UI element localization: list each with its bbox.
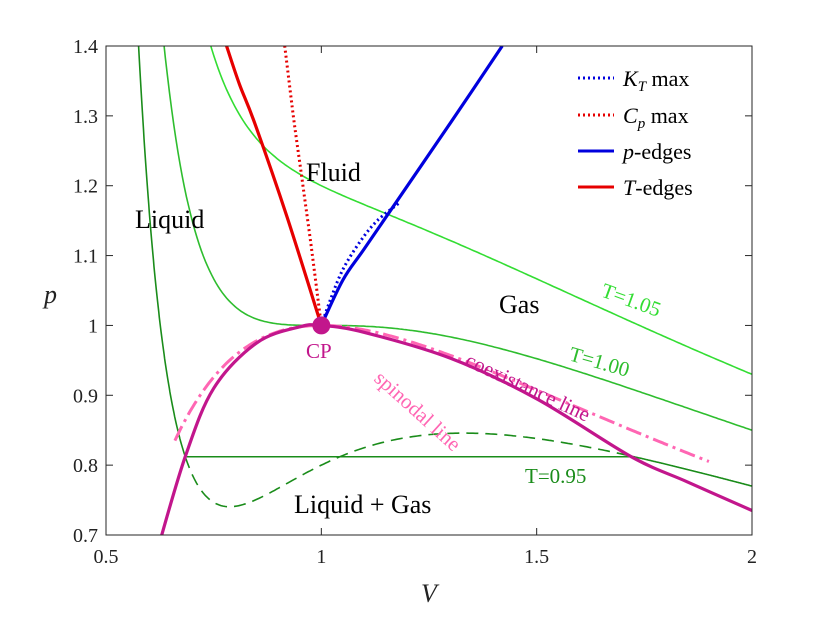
region-label-liquid-gas: Liquid + Gas xyxy=(294,490,431,519)
y-tick-label: 1 xyxy=(88,315,98,337)
isotherm-t100-curve xyxy=(163,46,752,431)
region-label-gas: Gas xyxy=(499,290,539,319)
region-label-fluid: Fluid xyxy=(306,158,361,187)
legend-label-cp-max: Cp max xyxy=(623,103,689,132)
legend-label-kt-max: KT max xyxy=(622,66,689,95)
x-tick-label: 1.5 xyxy=(524,546,549,568)
y-tick-label: 1.1 xyxy=(73,246,98,268)
chart-curves xyxy=(137,46,752,535)
x-tick-label: 2 xyxy=(747,546,757,568)
coexistence-curve xyxy=(160,323,752,535)
y-tick-label: 0.8 xyxy=(73,455,98,477)
isotherm-t095-liquid-branch xyxy=(137,46,186,457)
isotherm-label-t095: T=0.95 xyxy=(525,464,586,488)
cp-max-curve xyxy=(283,46,323,326)
x-axis-label: V xyxy=(421,579,440,608)
legend-label-p-edges: p-edges xyxy=(621,139,691,164)
legend: KT max Cp max p-edges T-edges xyxy=(578,66,693,200)
axis-ticks: 0.5 1 1.5 2 0.7 0.8 0.9 1 1.1 1.2 1.3 1.4 xyxy=(73,36,757,568)
legend-label-t-edges: T-edges xyxy=(623,175,693,200)
p-edges-curve xyxy=(319,46,504,327)
y-tick-label: 1.4 xyxy=(73,36,98,58)
y-tick-label: 0.7 xyxy=(73,525,98,547)
plot-frame xyxy=(105,45,753,536)
kt-max-curve xyxy=(319,202,400,326)
y-tick-label: 1.2 xyxy=(73,176,98,198)
isotherm-label-t105: T=1.05 xyxy=(598,278,664,322)
isotherm-t095-vdw-loop xyxy=(184,432,632,508)
isotherm-label-t100: T=1.00 xyxy=(567,342,633,382)
y-tick-label: 1.3 xyxy=(73,106,98,128)
t-edges-curve xyxy=(225,46,323,326)
y-axis-label: p xyxy=(42,280,57,309)
isotherm-t105-curve xyxy=(209,46,752,376)
x-tick-label: 1 xyxy=(316,546,326,568)
isotherm-t095-gas-branch xyxy=(631,455,752,487)
x-tick-label: 0.5 xyxy=(94,546,119,568)
cp-label: CP xyxy=(306,339,332,363)
y-tick-label: 0.9 xyxy=(73,385,98,407)
region-label-liquid: Liquid xyxy=(135,205,204,234)
critical-point-marker xyxy=(312,316,331,335)
